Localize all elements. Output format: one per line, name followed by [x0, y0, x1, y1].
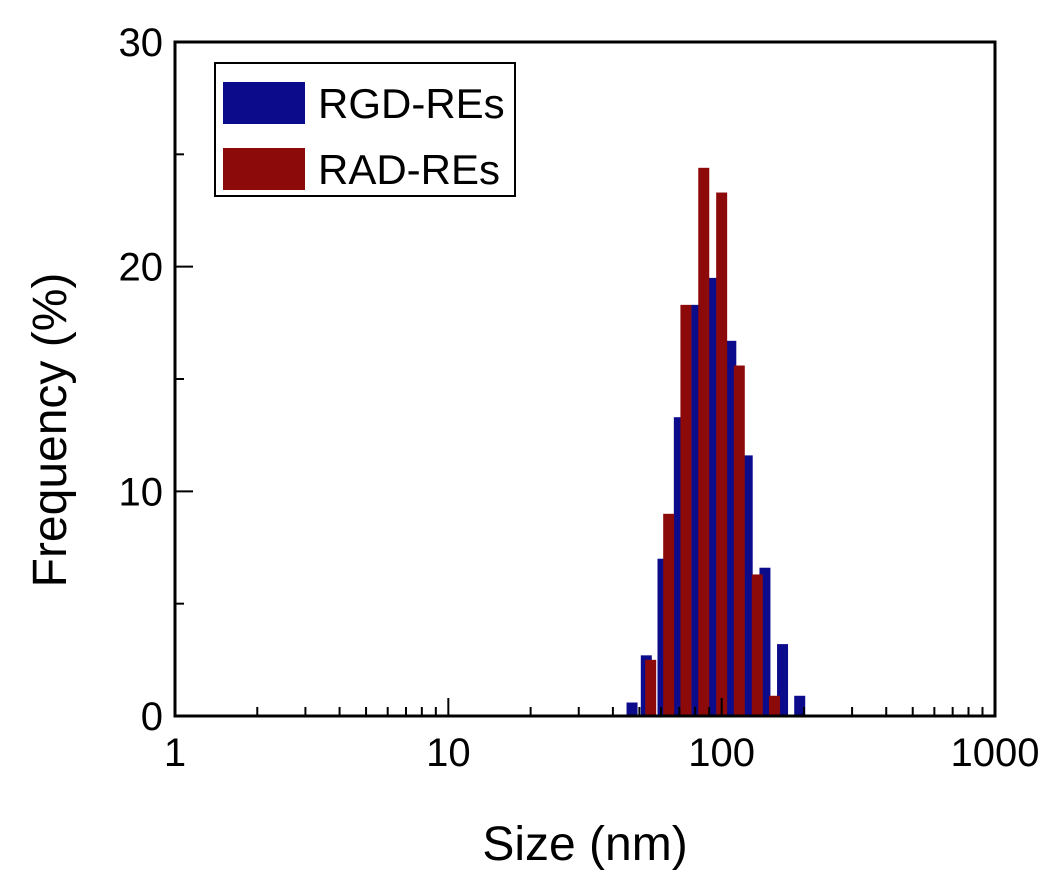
- x-tick-label: 100: [688, 731, 755, 775]
- bar-rad-0: [645, 659, 657, 716]
- bar-rgd-10: [794, 695, 806, 716]
- bar-rgd-7: [741, 455, 753, 716]
- bar-rgd-4: [691, 304, 703, 716]
- bar-rad-7: [768, 695, 780, 716]
- x-axis-title: Size (nm): [482, 818, 687, 871]
- bar-rgd-2: [657, 558, 669, 716]
- legend: RGD-REs RAD-REs: [214, 62, 516, 197]
- bar-rgd-6: [725, 340, 737, 716]
- x-tick-label: 1000: [951, 731, 1040, 775]
- bar-rad-2: [680, 304, 692, 716]
- x-tick-label: 1: [164, 731, 186, 775]
- bar-rgd-3: [673, 417, 685, 716]
- legend-swatch-rad: [223, 148, 305, 190]
- y-axis-title: Frequency (%): [24, 273, 77, 588]
- bar-rad-1: [663, 513, 675, 716]
- bars-layer: [626, 167, 806, 716]
- legend-swatch-rgd: [223, 82, 305, 124]
- bar-rad-5: [733, 365, 745, 716]
- bar-rad-6: [751, 574, 763, 716]
- bar-rgd-0: [626, 702, 638, 716]
- bar-rgd-5: [708, 277, 720, 716]
- axis-ticks: 1 10 100 1000 0 10 20 30: [119, 21, 1040, 775]
- bar-rad-3: [698, 167, 710, 716]
- bar-rgd-9: [777, 644, 789, 716]
- y-tick-label: 20: [119, 246, 164, 290]
- y-tick-label: 30: [119, 21, 164, 65]
- y-tick-label: 0: [141, 695, 163, 739]
- bar-rgd-8: [759, 567, 771, 716]
- legend-label-rgd: RGD-REs: [318, 80, 505, 127]
- y-tick-label: 10: [119, 470, 164, 514]
- legend-label-rad: RAD-REs: [318, 146, 500, 193]
- bar-rad-4: [716, 192, 728, 716]
- x-tick-label: 10: [426, 731, 471, 775]
